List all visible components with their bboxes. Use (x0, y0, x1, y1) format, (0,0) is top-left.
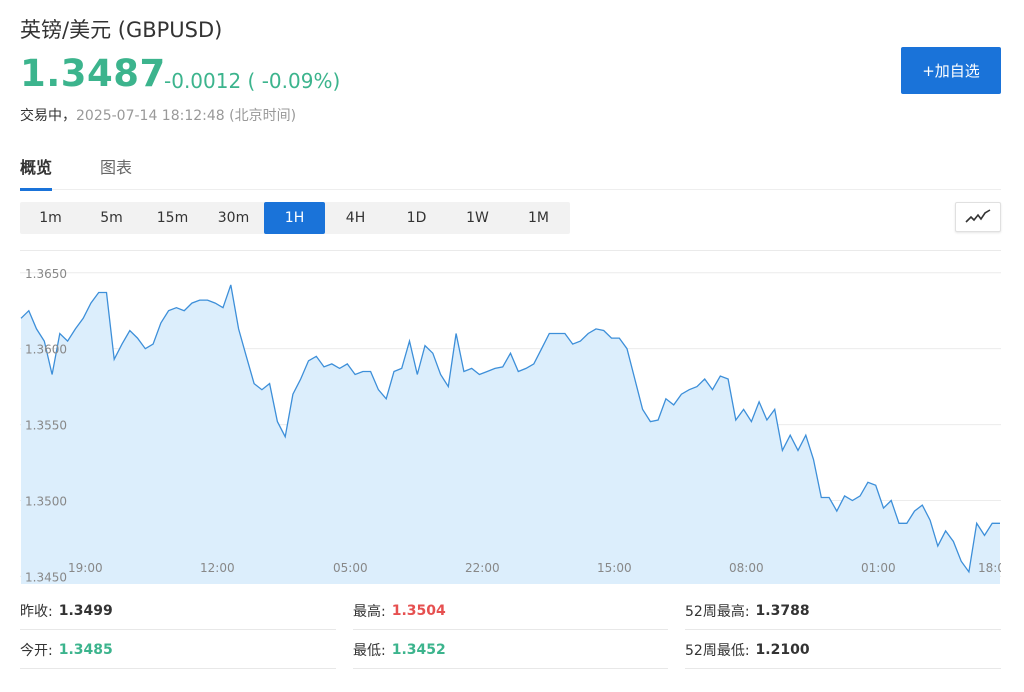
stat-52w-high: 52周最高: 1.3788 (685, 592, 1001, 630)
stat-open: 今开: 1.3485 (20, 631, 336, 669)
low-value: 1.3452 (391, 641, 446, 658)
low-label: 最低: (353, 642, 386, 659)
y-tick-label: 1.3650 (25, 267, 67, 281)
period-4h[interactable]: 4H (345, 210, 366, 226)
x-tick-label: 12:00 (200, 561, 235, 575)
period-5m[interactable]: 5m (100, 210, 123, 226)
prev-close-label: 昨收: (20, 603, 53, 620)
price-change: -0.0012 ( -0.09%) (164, 69, 341, 93)
x-tick-label: 18:0 (978, 561, 1001, 575)
x-tick-label: 01:00 (861, 561, 896, 575)
tab-overview[interactable]: 概览 (20, 154, 53, 191)
period-1m[interactable]: 1m (39, 210, 62, 226)
open-label: 今开: (20, 642, 53, 659)
period-1mo[interactable]: 1M (528, 210, 549, 226)
trading-status: 交易中， (20, 108, 76, 124)
stat-prev-close: 昨收: 1.3499 (20, 592, 336, 630)
prev-close-value: 1.3499 (58, 602, 113, 619)
x-tick-label: 08:00 (729, 561, 764, 575)
52w-high-label: 52周最高: (685, 603, 750, 620)
high-label: 最高: (353, 603, 386, 620)
page-title: 英镑/美元 (GBPUSD) (20, 18, 223, 42)
high-value: 1.3504 (391, 602, 446, 619)
period-1h[interactable]: 1H (264, 202, 325, 234)
line-chart-icon (965, 209, 991, 223)
add-to-watchlist-button[interactable]: +加自选 (901, 47, 1001, 94)
tab-bar: 概览 图表 (20, 150, 1001, 191)
y-tick-label: 1.3600 (25, 343, 67, 357)
period-1w[interactable]: 1W (466, 210, 489, 226)
y-tick-label: 1.3450 (25, 570, 67, 584)
period-selector: 1m 5m 15m 30m 1H 4H 1D 1W 1M (20, 202, 570, 234)
stat-high: 最高: 1.3504 (353, 592, 668, 630)
x-tick-label: 05:00 (333, 561, 368, 575)
current-price: 1.3487 (20, 52, 166, 95)
timestamp: 2025-07-14 18:12:48 (76, 108, 225, 124)
y-tick-label: 1.3550 (25, 419, 67, 433)
price-line (20, 284, 1000, 574)
stat-52w-low: 52周最低: 1.2100 (685, 631, 1001, 669)
stat-low: 最低: 1.3452 (353, 631, 668, 669)
tab-chart[interactable]: 图表 (100, 158, 133, 177)
52w-low-label: 52周最低: (685, 642, 750, 659)
period-15m[interactable]: 15m (156, 210, 189, 226)
52w-high-value: 1.3788 (755, 602, 810, 619)
open-value: 1.3485 (58, 641, 113, 658)
x-tick-label: 15:00 (597, 561, 632, 575)
x-tick-label: 19:00 (68, 561, 103, 575)
period-30m[interactable]: 30m (217, 210, 250, 226)
52w-low-value: 1.2100 (755, 641, 810, 658)
timezone: (北京时间) (229, 108, 297, 124)
price-area (21, 284, 1000, 584)
x-tick-label: 22:00 (465, 561, 500, 575)
chart-type-button[interactable] (955, 202, 1001, 232)
market-status: 交易中，2025-07-14 18:12:48 (北京时间) (20, 105, 296, 125)
y-tick-label: 1.3500 (25, 495, 67, 509)
period-1d[interactable]: 1D (406, 210, 427, 226)
